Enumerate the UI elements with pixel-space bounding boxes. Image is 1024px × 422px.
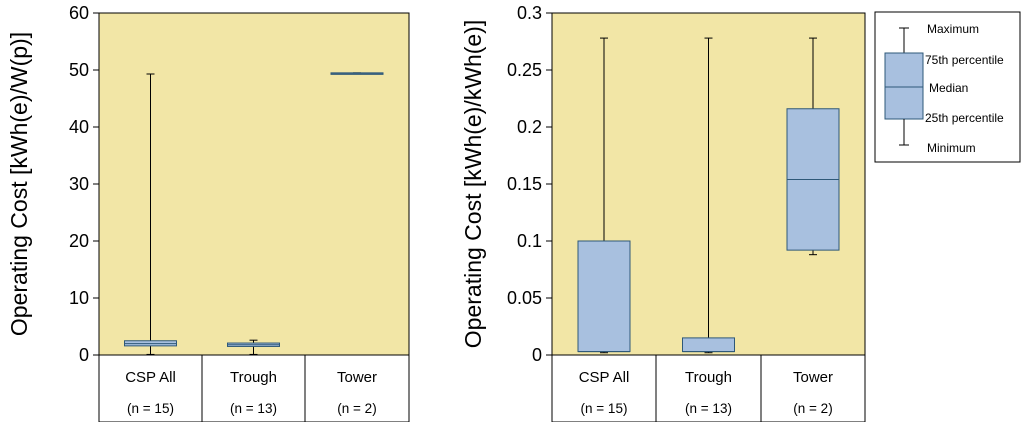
sample-count-label: (n = 15) (581, 401, 628, 416)
legend-maximum-label: Maximum (927, 22, 979, 36)
y-tick-label: 0 (532, 345, 542, 365)
y-tick-label: 50 (69, 60, 89, 80)
category-label: CSP All (125, 369, 176, 386)
iqr-box (682, 337, 735, 353)
category-label: Trough (685, 369, 732, 386)
legend-median-label: Median (929, 81, 968, 95)
sample-count-label: (n = 2) (337, 401, 376, 416)
y-axis-ticks: 0 10 20 30 40 50 60 (69, 3, 99, 365)
sample-count-label: (n = 13) (685, 401, 732, 416)
y-tick-label: 0 (79, 345, 89, 365)
y-axis-ticks: 0 0.05 0.1 0.15 0.2 0.25 0.3 (507, 3, 552, 365)
y-tick-label: 60 (69, 3, 89, 23)
y-tick-label: 0.15 (507, 174, 542, 194)
legend-p25-label: 25th percentile (925, 111, 1004, 125)
y-tick-label: 10 (69, 288, 89, 308)
y-tick-label: 30 (69, 174, 89, 194)
y-axis-label: Operating Cost [kWh(e)/kWh(e)] (460, 20, 486, 348)
sample-count-label: (n = 15) (127, 401, 174, 416)
sample-count-label: (n = 2) (793, 401, 832, 416)
y-tick-label: 40 (69, 117, 89, 137)
box-csp-all (577, 37, 631, 354)
legend-box (884, 52, 924, 120)
box-tower (330, 72, 384, 75)
box-tower (786, 37, 840, 256)
category-label: CSP All (579, 369, 630, 386)
legend-p75-label: 75th percentile (925, 53, 1004, 67)
y-axis-label: Operating Cost [kWh(e)/W(p)] (6, 32, 32, 336)
legend-minimum-label: Minimum (927, 141, 976, 155)
sample-count-label: (n = 13) (230, 401, 277, 416)
box-series (577, 37, 840, 354)
y-tick-label: 0.05 (507, 288, 542, 308)
y-tick-label: 0.3 (517, 3, 542, 23)
category-label: Trough (230, 369, 277, 386)
category-label: Tower (337, 369, 377, 386)
y-tick-label: 20 (69, 231, 89, 251)
category-labels: CSP All (n = 15) Trough (n = 13) Tower (n = 2… (125, 369, 377, 416)
legend: Maximum 75th percentile Median 25th perc… (874, 11, 1021, 163)
left-box-chart: 0 10 20 30 40 50 60 CSP All (n = 15) Trough (n = … (6, 3, 410, 422)
plot-area (98, 12, 410, 356)
box-series (124, 72, 384, 355)
y-tick-label: 0.25 (507, 60, 542, 80)
category-table (551, 354, 866, 422)
iqr-box (577, 240, 631, 353)
category-label: Tower (793, 369, 833, 386)
y-tick-label: 0.2 (517, 117, 542, 137)
box-trough (227, 339, 280, 355)
box-trough (682, 37, 735, 354)
right-box-chart: 0 0.05 0.1 0.15 0.2 0.25 0.3 CSP All (n = 15) Tr… (460, 3, 866, 422)
y-tick-label: 0.1 (517, 231, 542, 251)
category-table (98, 354, 410, 422)
category-labels: CSP All (n = 15) Trough (n = 13) Tower (n = 2… (579, 369, 833, 416)
box-csp-all (124, 73, 177, 355)
